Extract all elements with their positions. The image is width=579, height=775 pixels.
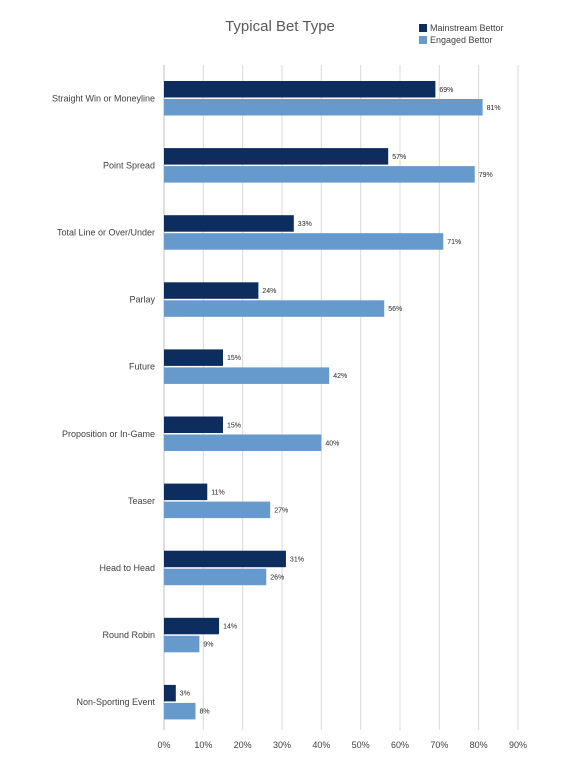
bar-engaged	[164, 501, 271, 519]
category-label: Head to Head	[99, 563, 155, 573]
bar-mainstream	[164, 416, 223, 433]
category-label: Non-Sporting Event	[76, 697, 155, 707]
data-label: 11%	[211, 489, 225, 496]
category-label: Point Spread	[103, 160, 155, 170]
x-tick-label: 70%	[430, 740, 448, 750]
data-label: 69%	[439, 87, 453, 94]
data-label: 27%	[274, 507, 288, 514]
category-label: Teaser	[128, 496, 155, 506]
x-axis-ticks: 0% 10% 20% 30% 40% 50% 60% 70% 80% 90%	[157, 740, 527, 750]
data-label: 40%	[325, 440, 339, 447]
data-label: 56%	[388, 306, 402, 313]
category-label: Proposition or In-Game	[62, 429, 155, 439]
data-label: 24%	[262, 288, 276, 295]
legend-swatch-engaged	[419, 36, 427, 44]
bar-mainstream	[164, 282, 259, 299]
bar-engaged	[164, 367, 330, 384]
chart-title: Typical Bet Type	[225, 18, 335, 35]
bar-engaged	[164, 233, 444, 250]
category-label: Total Line or Over/Under	[57, 227, 155, 237]
bar-mainstream	[164, 684, 176, 702]
category-label: Straight Win or Moneyline	[52, 93, 155, 103]
bars	[164, 81, 483, 720]
category-label: Parlay	[129, 295, 155, 305]
data-label: 3%	[180, 691, 190, 698]
bar-engaged	[164, 434, 322, 451]
data-label: 79%	[479, 172, 493, 179]
bar-engaged	[164, 99, 483, 116]
bar-engaged	[164, 166, 475, 183]
x-tick-label: 0%	[157, 740, 170, 750]
x-tick-label: 50%	[352, 740, 370, 750]
bar-engaged	[164, 702, 196, 720]
bar-mainstream	[164, 81, 436, 98]
data-label: 8%	[199, 709, 209, 716]
category-label: Future	[129, 362, 155, 372]
data-label: 14%	[223, 624, 237, 631]
data-label: 33%	[298, 221, 312, 228]
bar-mainstream	[164, 483, 208, 501]
x-tick-label: 20%	[234, 740, 252, 750]
data-label: 15%	[227, 355, 241, 362]
data-label: 71%	[447, 239, 461, 246]
x-tick-label: 10%	[194, 740, 212, 750]
data-label: 26%	[270, 574, 284, 581]
bar-mainstream	[164, 349, 223, 366]
bar-mainstream	[164, 617, 220, 635]
bar-mainstream	[164, 148, 389, 165]
data-label: 42%	[333, 373, 347, 380]
bar-engaged	[164, 635, 200, 653]
legend-swatch-mainstream	[419, 24, 427, 32]
data-labels: 69% 81% 57% 79% 33% 71% 24% 56% 15% 42% 15% 40% 11% 2…	[180, 87, 501, 716]
data-label: 81%	[487, 105, 501, 112]
x-tick-label: 60%	[391, 740, 409, 750]
x-tick-label: 90%	[509, 740, 527, 750]
bar-engaged	[164, 300, 385, 317]
x-tick-label: 40%	[312, 740, 330, 750]
legend-label-mainstream: Mainstream Bettor	[430, 23, 504, 33]
bar-mainstream	[164, 550, 286, 568]
data-label: 15%	[227, 422, 241, 429]
legend: Mainstream Bettor Engaged Bettor	[419, 23, 504, 45]
data-label: 31%	[290, 556, 304, 563]
category-label: Round Robin	[102, 630, 155, 640]
data-label: 9%	[203, 642, 213, 649]
bar-mainstream	[164, 215, 294, 232]
legend-label-engaged: Engaged Bettor	[430, 35, 493, 45]
category-labels: Straight Win or Moneyline Point Spread Tot…	[52, 93, 156, 707]
x-tick-label: 30%	[273, 740, 291, 750]
data-label: 57%	[392, 154, 406, 161]
x-tick-label: 80%	[470, 740, 488, 750]
bar-engaged	[164, 568, 267, 586]
